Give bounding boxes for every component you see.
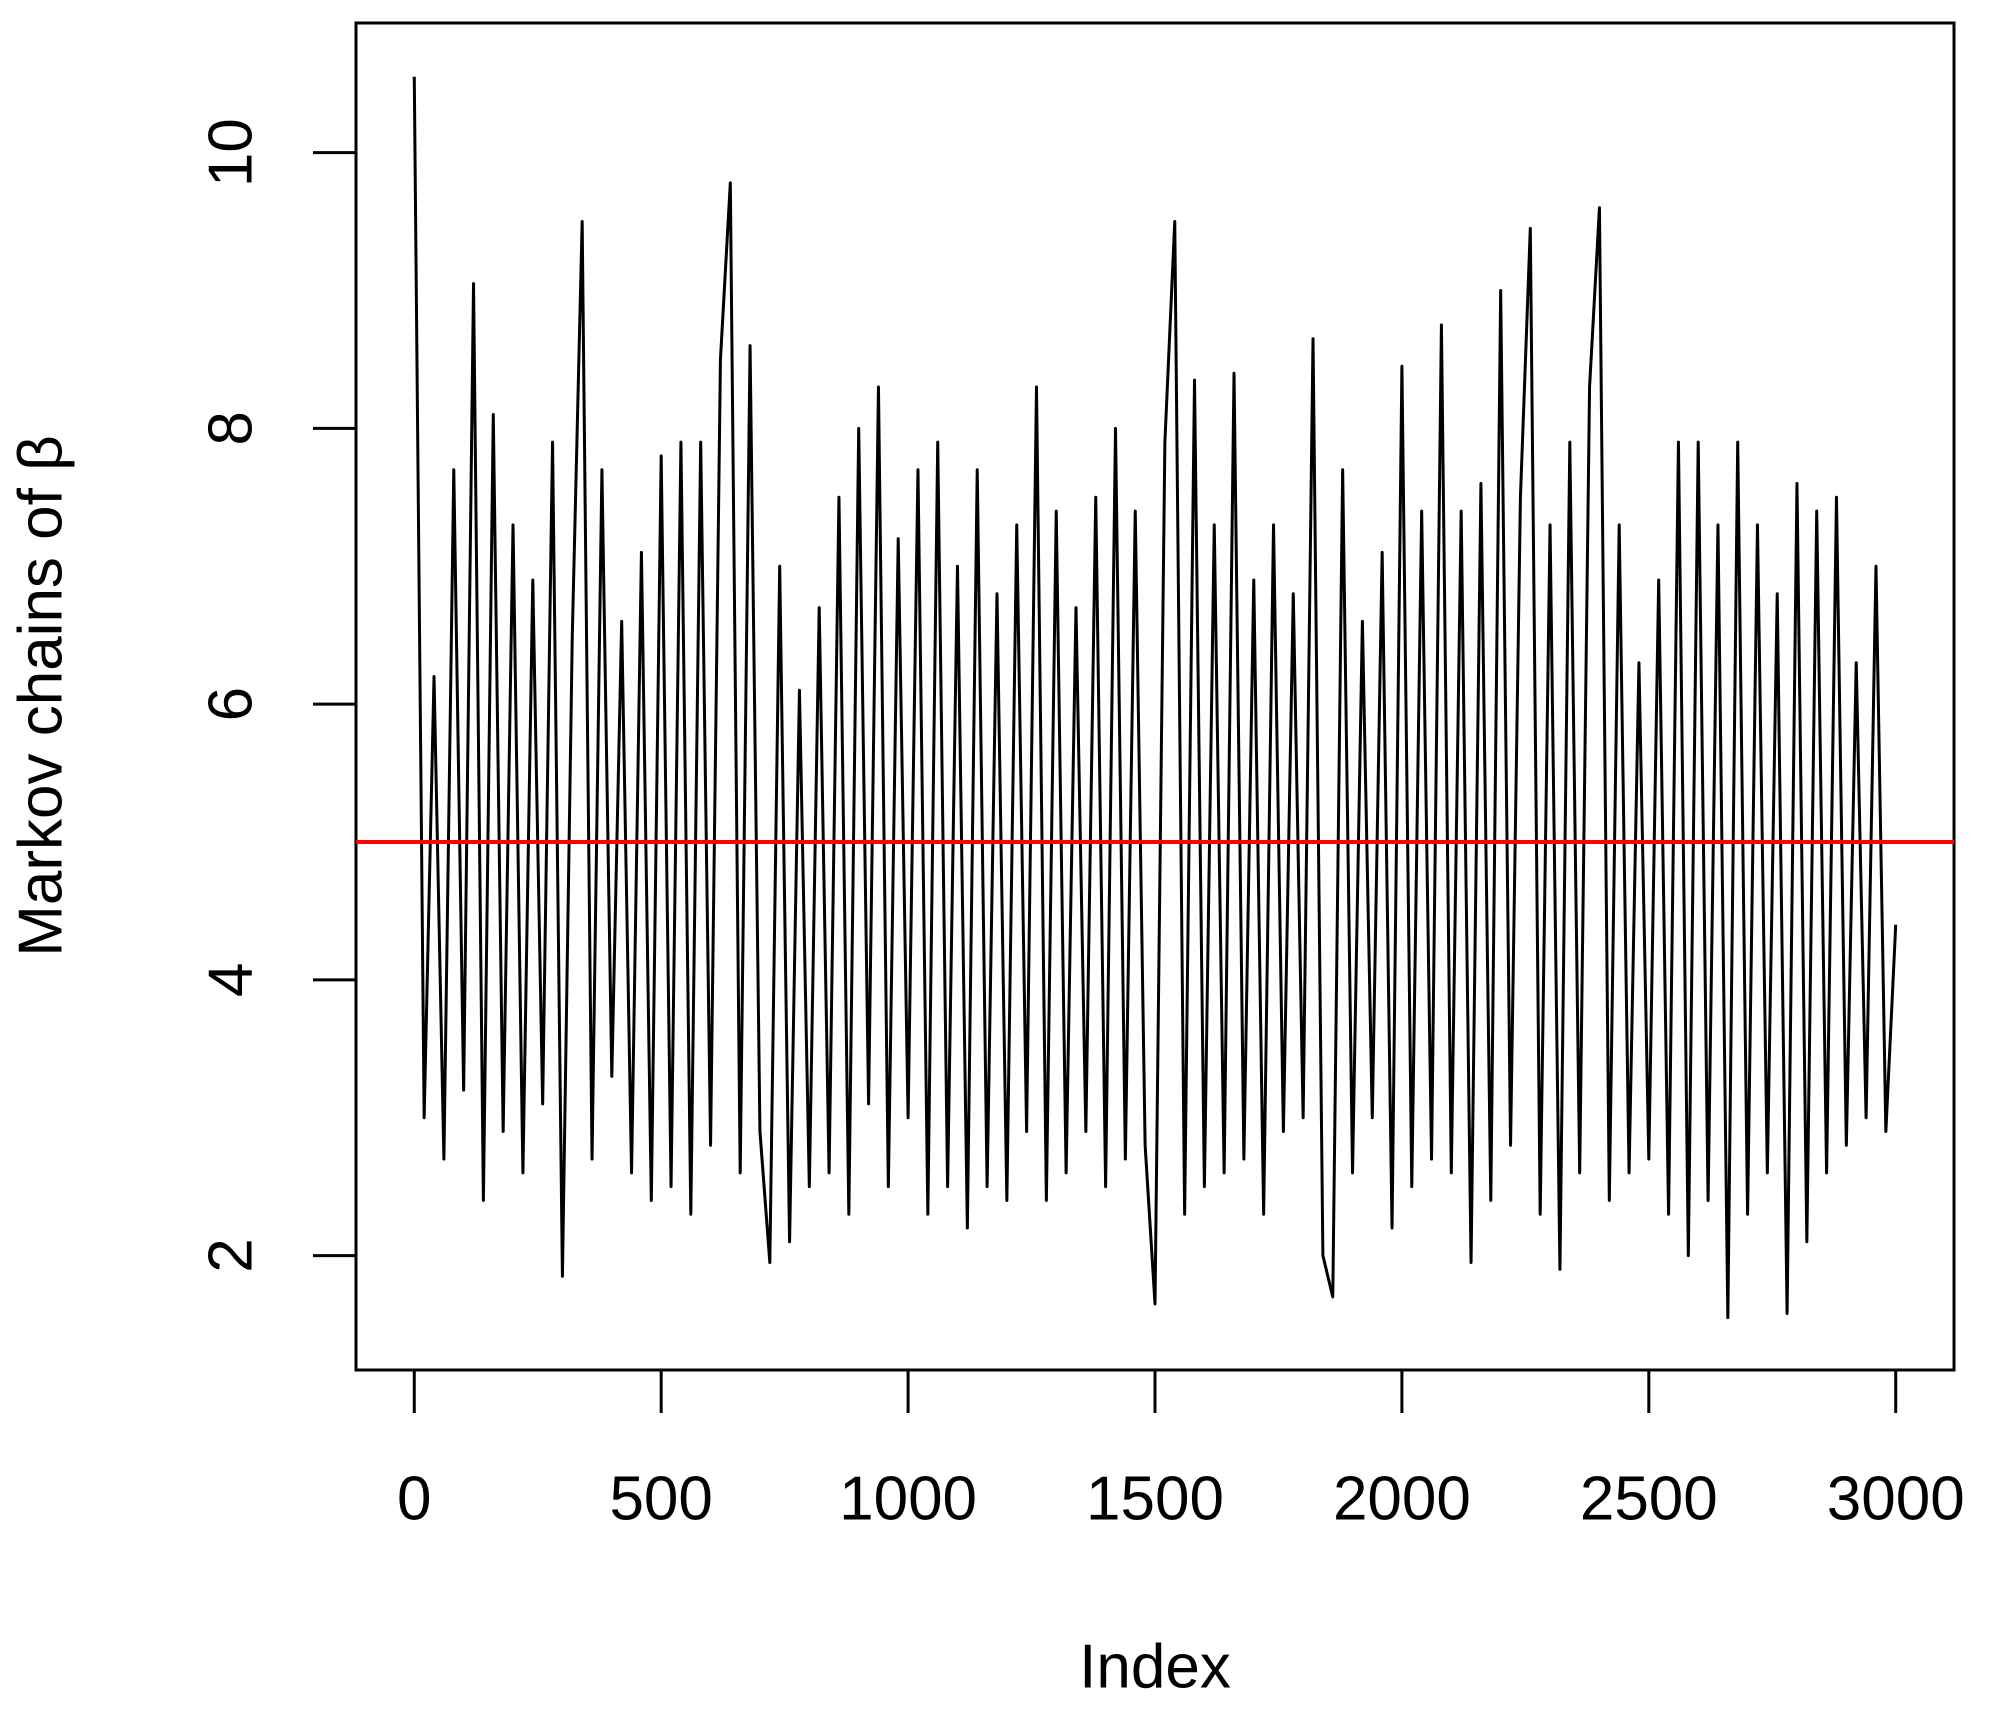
y-tick-label: 10 <box>196 118 265 187</box>
x-axis-label: Index <box>1079 1632 1231 1701</box>
x-tick-label: 1500 <box>1086 1464 1224 1533</box>
y-axis-label: Markov chains of β <box>6 435 75 957</box>
x-tick-label: 3000 <box>1827 1464 1965 1533</box>
x-tick-label: 2500 <box>1580 1464 1718 1533</box>
x-tick-label: 2000 <box>1333 1464 1471 1533</box>
y-tick-label: 6 <box>196 687 265 721</box>
y-tick-label: 8 <box>196 411 265 445</box>
y-tick-label: 2 <box>196 1238 265 1272</box>
x-tick-label: 1000 <box>839 1464 977 1533</box>
trace-line <box>412 76 1898 1320</box>
y-tick-label: 4 <box>196 963 265 997</box>
x-tick-label: 0 <box>397 1464 431 1533</box>
x-tick-label: 500 <box>609 1464 712 1533</box>
